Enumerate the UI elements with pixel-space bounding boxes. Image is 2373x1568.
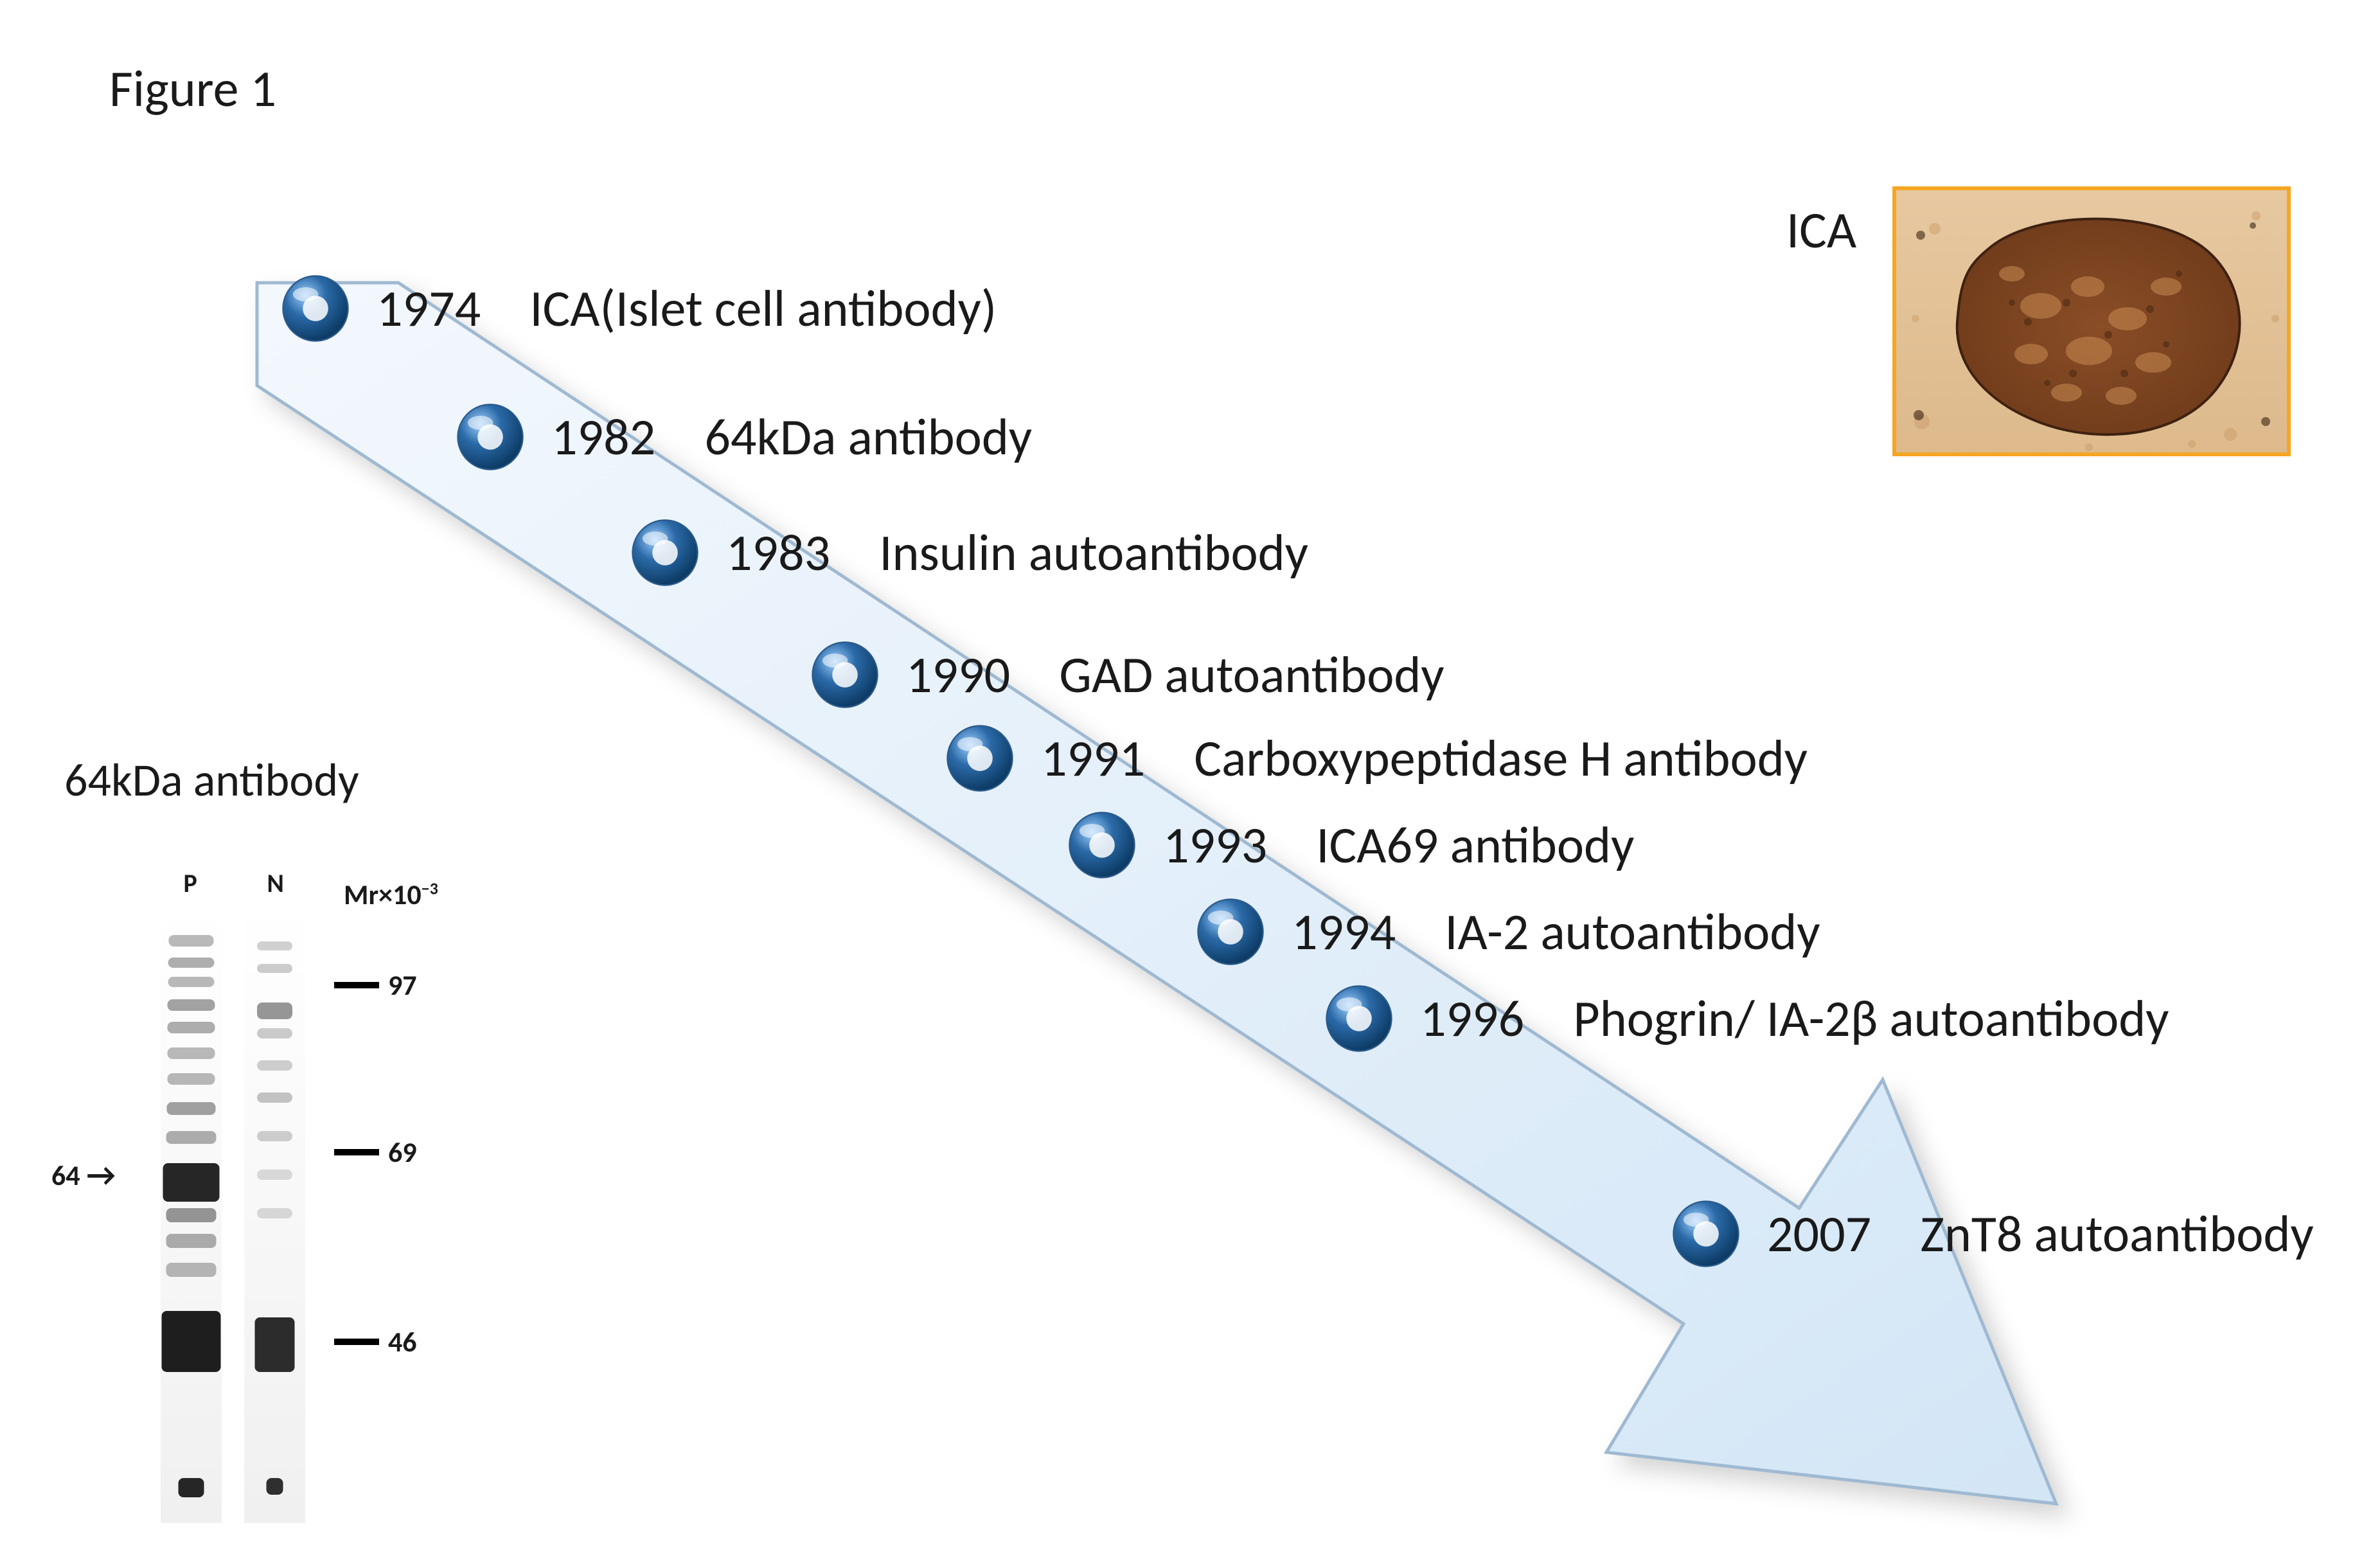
tick-dash-icon	[334, 982, 379, 988]
timeline-item: 1991 Carboxypeptidase H antibody	[945, 723, 1808, 794]
timeline-item: 1983 Insulin autoantibody	[630, 517, 1308, 588]
timeline-item: 1974 ICA(Islet cell antibody)	[280, 273, 997, 344]
blot-64-label: 64	[51, 1158, 80, 1193]
timeline-label: ICA(Islet cell antibody)	[529, 278, 997, 340]
timeline-label: ZnT8 autoantibody	[1920, 1203, 2313, 1265]
timeline-year: 1982	[551, 406, 679, 468]
timeline-bullet-icon	[1067, 810, 1137, 880]
ica-inset-title: ICA	[1786, 199, 1856, 262]
blot-mw-value: 69	[388, 1135, 417, 1170]
tick-dash-icon	[334, 1149, 379, 1155]
timeline-label: GAD autoantibody	[1059, 644, 1444, 706]
blot-mw-tick: 97	[334, 968, 417, 1002]
blot-mr-text: Mr×10	[344, 877, 422, 912]
timeline-label: ICA69 antibody	[1316, 814, 1634, 877]
timeline-year: 1996	[1420, 988, 1547, 1050]
right-arrow-icon: →	[87, 1159, 116, 1191]
blot-mr-label: Mr×10−3	[344, 877, 438, 912]
timeline-year: 1983	[726, 522, 853, 584]
blot-panel: P N Mr×10−3 976946 64 →	[84, 829, 572, 1510]
timeline-year: 1990	[906, 644, 1033, 706]
timeline-label: Carboxypeptidase H antibody	[1194, 727, 1808, 790]
timeline-year: 1994	[1292, 901, 1419, 963]
timeline-bullet-icon	[810, 639, 880, 710]
timeline-bullet-icon	[1195, 896, 1266, 967]
timeline-item: 1982 64kDa antibody	[455, 402, 1032, 472]
timeline-item: 1994 IA-2 autoantibody	[1195, 896, 1820, 967]
timeline-bullet-icon	[630, 517, 700, 588]
timeline-bullet-icon	[1671, 1198, 1741, 1269]
timeline-bullet-icon	[945, 723, 1015, 794]
ica-inset-image	[1892, 186, 2291, 456]
timeline-item: 2007 ZnT8 autoantibody	[1671, 1198, 2314, 1269]
blot-lane-label-n: N	[267, 868, 284, 899]
timeline-bullet-icon	[280, 273, 351, 344]
figure-title: Figure 1	[109, 58, 276, 120]
blot-lane-label-p: P	[184, 868, 197, 899]
timeline-year: 1974	[377, 278, 504, 340]
timeline-year: 2007	[1767, 1203, 1894, 1265]
timeline-label: 64kDa antibody	[704, 406, 1032, 468]
timeline-item: 1990 GAD autoantibody	[810, 639, 1444, 710]
timeline-year: 1991	[1041, 727, 1168, 790]
timeline-label: IA-2 autoantibody	[1444, 901, 1820, 963]
blot-mw-value: 46	[388, 1324, 417, 1359]
timeline-label: Phogrin/ IA-2β autoantibody	[1573, 988, 2169, 1050]
timeline-bullet-icon	[1324, 983, 1394, 1054]
timeline-bullet-icon	[455, 402, 526, 472]
timeline-year: 1993	[1163, 814, 1290, 877]
blot-title: 64kDa antibody	[64, 752, 359, 808]
timeline-item: 1996 Phogrin/ IA-2β autoantibody	[1324, 983, 2169, 1054]
figure-stage: Figure 1 1974 ICA(Islet cell antibody)19…	[0, 0, 2373, 1553]
timeline-item: 1993 ICA69 antibody	[1067, 810, 1634, 880]
tick-dash-icon	[334, 1339, 379, 1345]
blot-64-arrow: 64 →	[51, 1158, 116, 1193]
blot-mw-tick: 46	[334, 1324, 417, 1359]
timeline-label: Insulin autoantibody	[879, 522, 1308, 584]
blot-mw-value: 97	[388, 968, 417, 1002]
blot-mr-sup: −3	[422, 878, 438, 898]
blot-mw-tick: 69	[334, 1135, 417, 1170]
